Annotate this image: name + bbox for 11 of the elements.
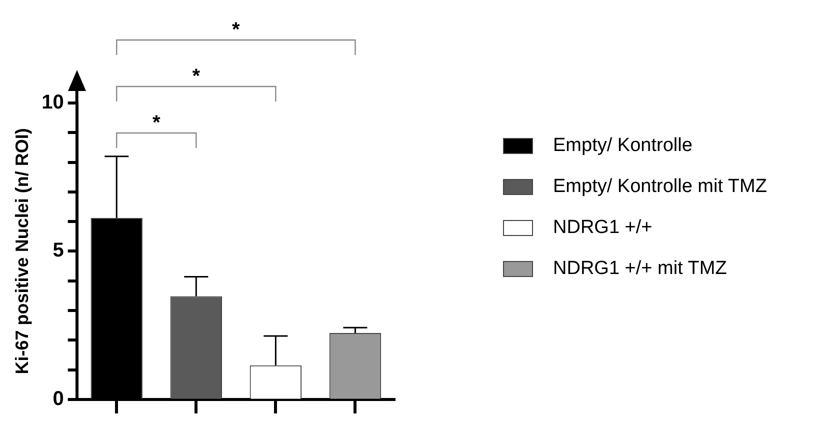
legend-label: Empty/ Kontrolle mit TMZ [553,176,767,198]
text: * [192,66,200,88]
legend-label: Empty/ Kontrolle [553,134,692,156]
y-tick-label: 0 [52,388,64,410]
y-axis-title: Ki-67 positive Nuclei (n/ ROI) [12,128,32,374]
annotation: * [152,112,160,134]
text: * [232,19,240,41]
y-tick-label: 5 [52,240,64,262]
legend-label: NDRG1 +/+ mit TMZ [553,258,727,280]
legend-label: NDRG1 +/+ [553,216,652,238]
y-tick-label: 10 [42,92,64,114]
